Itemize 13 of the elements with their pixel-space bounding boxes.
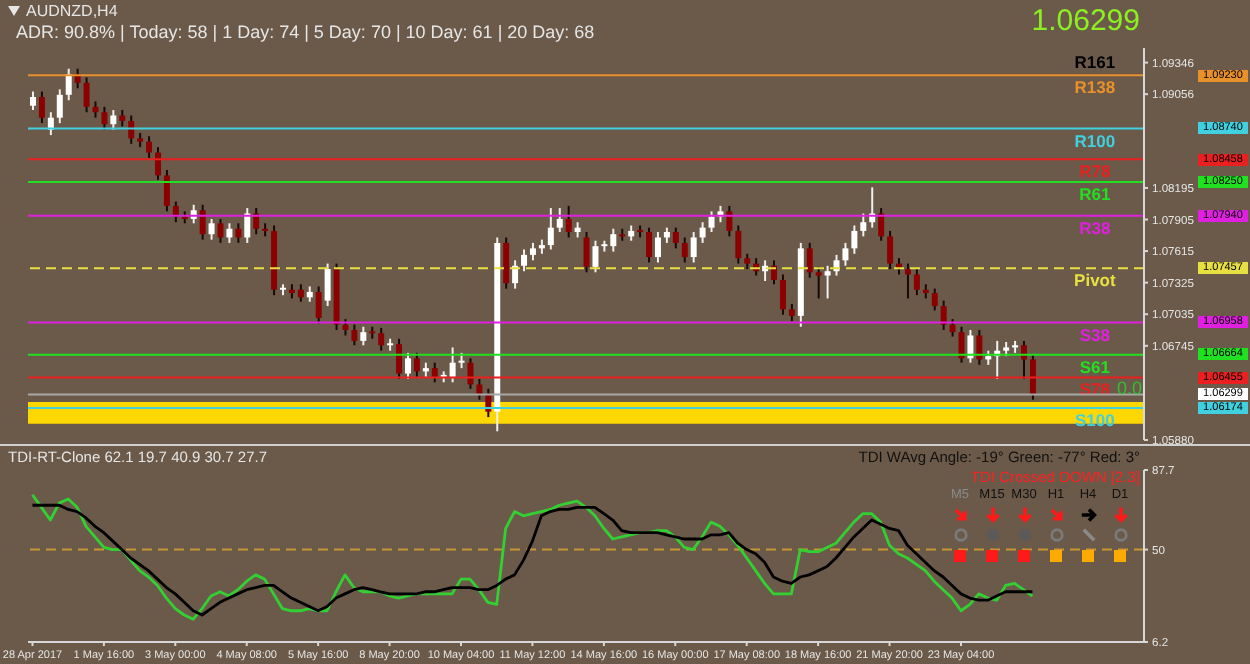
annotation: R161 — [1072, 52, 1118, 72]
ref-line-label: S61 — [1079, 356, 1111, 377]
ref-line-label: R78 — [1079, 161, 1112, 182]
text: 1.06299 — [1031, 4, 1140, 38]
ref-line-label: R100 — [1074, 130, 1116, 151]
ref-line-label: S38 — [1079, 324, 1111, 345]
ref-line-label: R38 — [1079, 217, 1112, 238]
ref-line-label: R61 — [1079, 183, 1112, 204]
chart-title: AUDNZD,H4 — [26, 2, 118, 20]
annotation: 0.0 — [1116, 377, 1142, 398]
ref-line-label: R138 — [1074, 77, 1116, 98]
chart-subtitle: ADR: 90.8% | Today: 58 | 1 Day: 74 | 5 Day: 70 | 10 Day: 61 | 20 Day: 68 — [16, 22, 595, 42]
ref-line-label: Pivot — [1074, 270, 1117, 291]
